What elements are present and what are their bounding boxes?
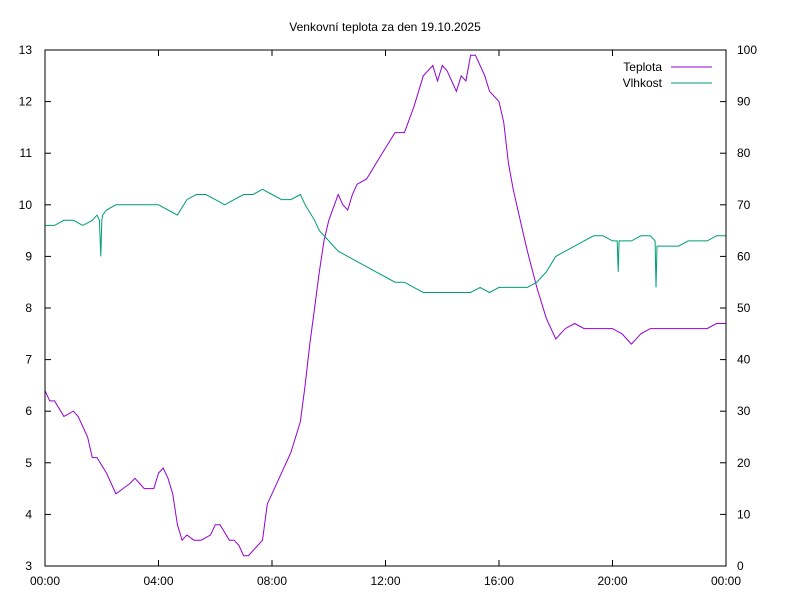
x-tick-label: 16:00	[484, 574, 514, 588]
left-tick-label: 6	[25, 404, 32, 418]
left-tick-label: 3	[25, 559, 32, 573]
right-axis-ticks: 0 10 20 30 40 50 60 70 80 90 100	[737, 43, 757, 573]
right-tick-label: 60	[737, 249, 751, 263]
right-tick-label: 10	[737, 507, 751, 521]
left-tick-label: 4	[25, 507, 32, 521]
x-tick-label: 20:00	[597, 574, 627, 588]
left-tick-label: 10	[19, 198, 33, 212]
x-tick-label: 12:00	[370, 574, 400, 588]
right-tick-label: 0	[737, 559, 744, 573]
left-tick-label: 12	[19, 95, 33, 109]
right-tick-label: 70	[737, 198, 751, 212]
right-tick-label: 20	[737, 456, 751, 470]
plot-frame	[44, 49, 727, 567]
x-axis-ticks: 00:00 04:00 08:00 12:00 16:00 20:00 00:00	[30, 50, 741, 588]
right-tick-label: 50	[737, 301, 751, 315]
right-tick-label: 100	[737, 43, 757, 57]
legend-label-vlhkost: Vlhkost	[623, 76, 663, 90]
x-tick-label: 04:00	[143, 574, 173, 588]
right-tick-label: 30	[737, 404, 751, 418]
series-line-teplota	[44, 54, 726, 557]
series-layer	[44, 54, 726, 557]
x-tick-label: 00:00	[711, 574, 741, 588]
chart-title: Venkovní teplota za den 19.10.2025	[289, 20, 481, 34]
right-tick-label: 40	[737, 353, 751, 367]
left-tick-label: 7	[25, 353, 32, 367]
series-line-vlhkost	[45, 188, 726, 294]
legend: Teplota Vlhkost	[623, 60, 712, 90]
left-tick-label: 5	[25, 456, 32, 470]
right-tick-label: 90	[737, 95, 751, 109]
left-axis-ticks: 3 4 5 6 7 8 9 10 11 12 13	[19, 43, 726, 573]
left-tick-label: 13	[19, 43, 33, 57]
x-tick-label: 00:00	[30, 574, 60, 588]
right-tick-label: 80	[737, 146, 751, 160]
legend-label-teplota: Teplota	[623, 60, 662, 74]
left-tick-label: 8	[25, 301, 32, 315]
left-tick-label: 9	[25, 249, 32, 263]
x-tick-label: 08:00	[257, 574, 287, 588]
left-tick-label: 11	[20, 146, 33, 160]
